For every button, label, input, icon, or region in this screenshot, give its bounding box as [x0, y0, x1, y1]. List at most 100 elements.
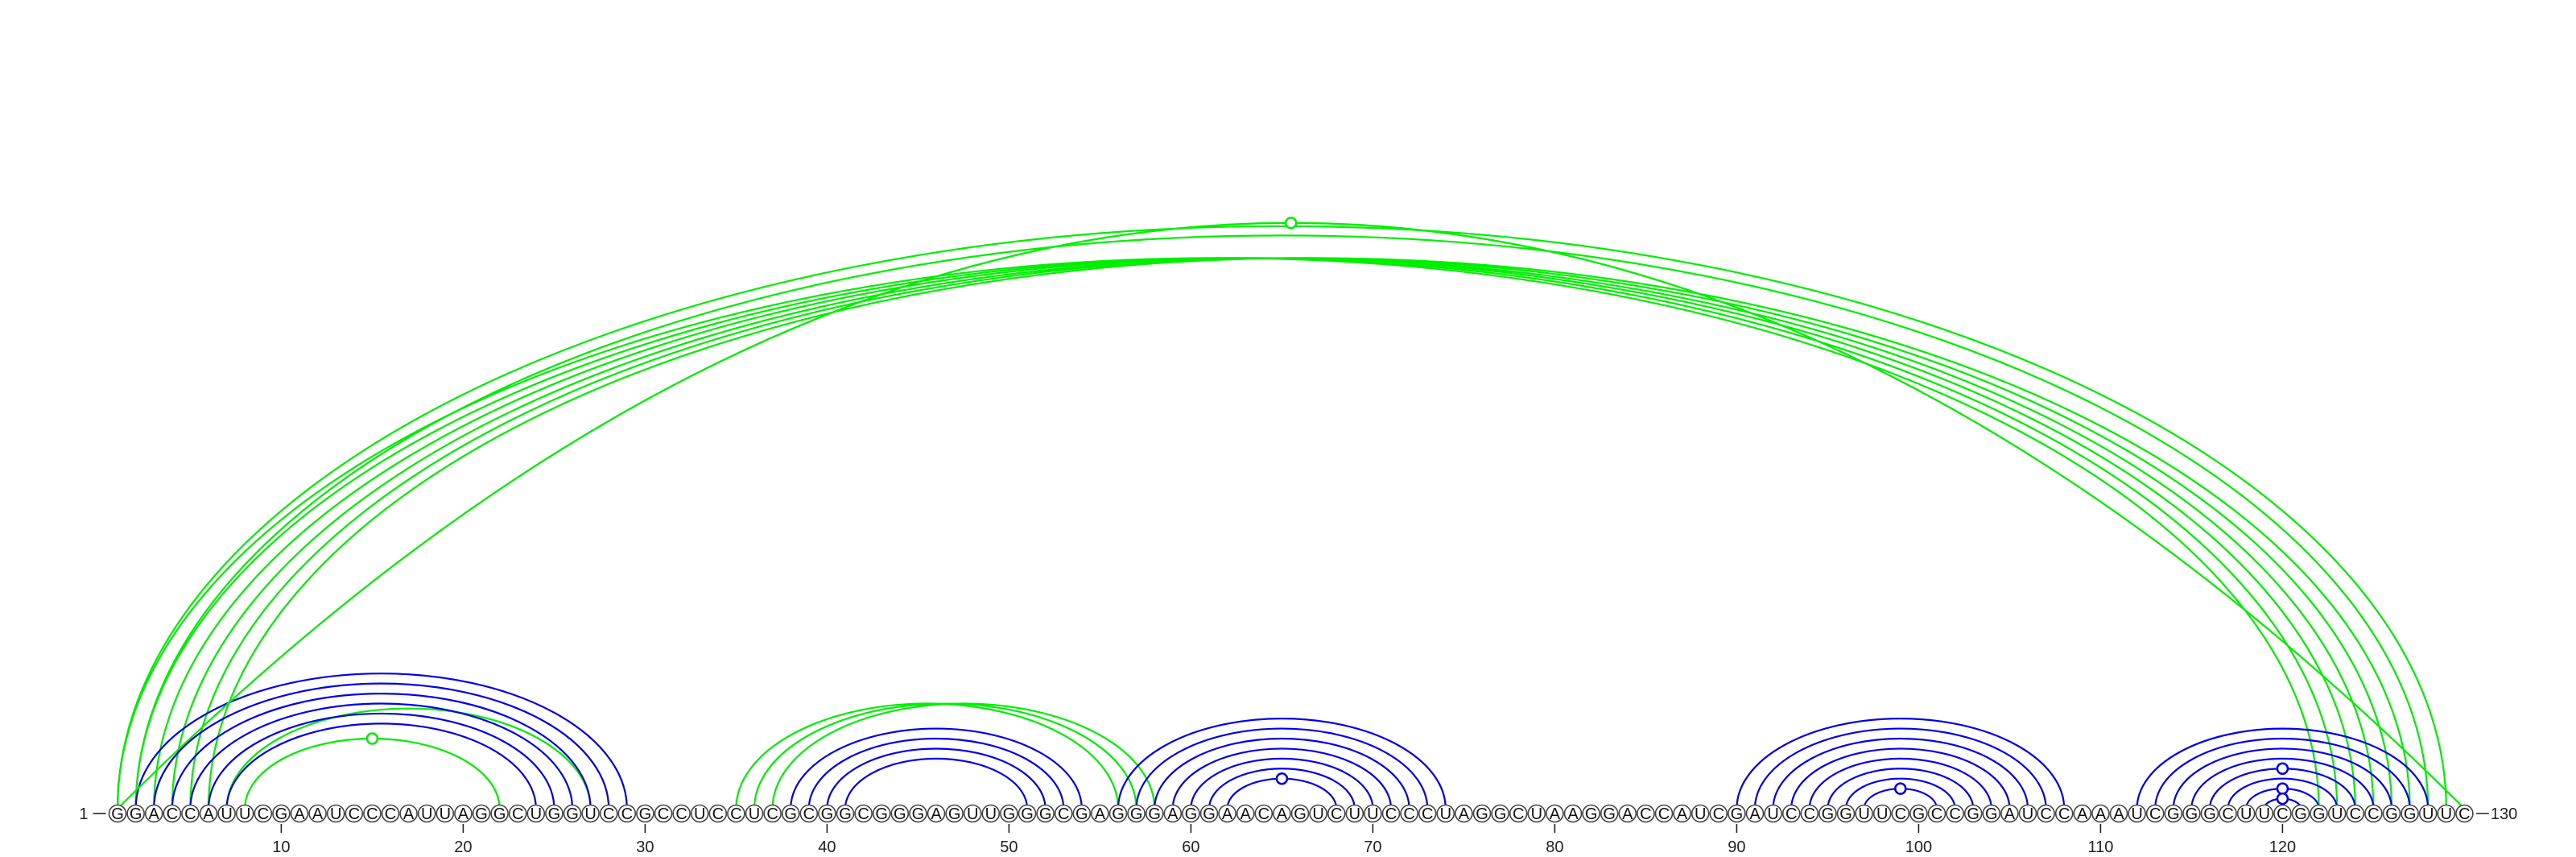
nucleotide-circle: [927, 804, 946, 823]
tick-label: 120: [2269, 838, 2296, 856]
nucleotide: G: [1182, 804, 1200, 823]
pair-arc-blue: [1171, 747, 1393, 809]
nucleotide-letter: C: [712, 805, 724, 823]
nucleotide-circle: [2236, 804, 2256, 823]
nucleotide-letter: U: [2022, 805, 2033, 823]
nucleotide-circle: [2109, 804, 2128, 823]
nucleotide-letter: U: [530, 805, 542, 823]
arc-marker: [1275, 772, 1289, 785]
arc-marker: [1284, 217, 1298, 230]
nucleotide-letter: G: [2203, 805, 2216, 823]
nucleotide-letter: U: [1349, 805, 1360, 823]
nucleotide: G: [472, 804, 491, 823]
tick-label: 60: [1182, 838, 1199, 856]
nucleotide: A: [1745, 804, 1765, 823]
nucleotide: U: [2437, 804, 2456, 823]
nucleotide: A: [199, 804, 218, 823]
nucleotide-letter: G: [948, 805, 961, 823]
nucleotide: G: [1909, 804, 1928, 823]
nucleotide-letter: U: [584, 805, 596, 823]
nucleotide-letter: C: [1258, 805, 1269, 823]
nucleotide-circle: [1855, 804, 1873, 823]
nucleotide-circle: [745, 804, 764, 823]
nucleotide-circle: [2000, 804, 2019, 823]
nucleotide-circle: [181, 804, 200, 823]
nucleotide-letter: C: [1513, 805, 1524, 823]
nucleotide: C: [1637, 804, 1655, 823]
nucleotide-circle: [1546, 804, 1564, 823]
nucleotide-letter: G: [275, 805, 288, 823]
nucleotide: A: [1218, 804, 1236, 823]
pair-arc-blue: [207, 712, 555, 809]
nucleotide-circle: [963, 804, 982, 823]
pair-arc-blue: [790, 727, 1083, 809]
nucleotide: C: [1400, 804, 1418, 823]
tick-label: 110: [2087, 838, 2113, 856]
nucleotide-letter: C: [2058, 805, 2070, 823]
nucleotide-letter: A: [1222, 805, 1233, 823]
nucleotide-circle: [2455, 804, 2474, 823]
nucleotide: C: [345, 804, 364, 823]
nucleotide: G: [1108, 804, 1128, 823]
nucleotide-letter: G: [1112, 805, 1125, 823]
nucleotide: G: [2401, 804, 2419, 823]
nucleotide-letter: C: [366, 805, 378, 823]
nucleotide-circle: [2273, 804, 2292, 823]
nucleotide: A: [2091, 804, 2110, 823]
nucleotide: A: [1618, 804, 1637, 823]
nucleotide-circle: [326, 804, 345, 823]
nucleotide-circle: [1400, 804, 1418, 823]
nucleotide-letter: U: [330, 805, 341, 823]
nucleotide-circle: [763, 804, 782, 823]
pair-arc-green: [171, 257, 2375, 809]
nucleotide-circle: [545, 804, 564, 823]
nucleotide-letter: G: [1203, 805, 1216, 823]
nucleotide-letter: C: [1385, 805, 1397, 823]
nucleotide-circle: [1509, 804, 1528, 823]
nucleotide-circle: [1273, 804, 1291, 823]
nucleotide-letter: G: [1075, 805, 1088, 823]
nucleotide-letter: G: [2186, 805, 2198, 823]
nucleotide-letter: C: [184, 805, 196, 823]
nucleotide-circle: [1800, 804, 1819, 823]
nucleotide-letter: G: [1148, 805, 1161, 823]
nucleotide: G: [108, 804, 127, 823]
nucleotide-letter: U: [440, 805, 451, 823]
nucleotide-circle: [2291, 804, 2310, 823]
nucleotide: G: [836, 804, 855, 823]
nucleotide-letter: C: [766, 805, 778, 823]
nucleotide-circle: [1946, 804, 1964, 823]
nucleotide: U: [1436, 804, 1455, 823]
nucleotide-letter: G: [475, 805, 488, 823]
nucleotide: G: [781, 804, 800, 823]
nucleotide: C: [1254, 804, 1274, 823]
nucleotide-letter: U: [2441, 805, 2452, 823]
pair-arc-green: [244, 737, 501, 809]
pair-arc-blue: [1753, 727, 2047, 809]
nucleotide-circle: [2073, 804, 2092, 823]
nucleotide: G: [818, 804, 836, 823]
nucleotide-circle: [526, 804, 546, 823]
nucleotide-circle: [1909, 804, 1928, 823]
nucleotide-letter: C: [1949, 805, 1960, 823]
nucleotide-circle: [1455, 804, 1473, 823]
nucleotide: G: [1290, 804, 1310, 823]
nucleotide-letter: U: [1312, 805, 1323, 823]
nucleotide: C: [1418, 804, 1437, 823]
nucleotide: G: [1145, 804, 1164, 823]
nucleotide-circle: [1418, 804, 1437, 823]
tick-label: 30: [636, 838, 654, 856]
nucleotide-letter: G: [912, 805, 925, 823]
nucleotide-letter: C: [1931, 805, 1942, 823]
nucleotide: G: [1491, 804, 1509, 823]
nucleotide-letter: A: [2113, 805, 2124, 823]
nucleotide: A: [1673, 804, 1691, 823]
nucleotide-letter: C: [512, 805, 523, 823]
nucleotide-letter: G: [111, 805, 124, 823]
nucleotide: G: [563, 804, 582, 823]
nucleotide: U: [1855, 804, 1873, 823]
nucleotide: A: [927, 804, 946, 823]
nucleotide-letter: A: [1622, 805, 1633, 823]
nucleotide: G: [126, 804, 145, 823]
